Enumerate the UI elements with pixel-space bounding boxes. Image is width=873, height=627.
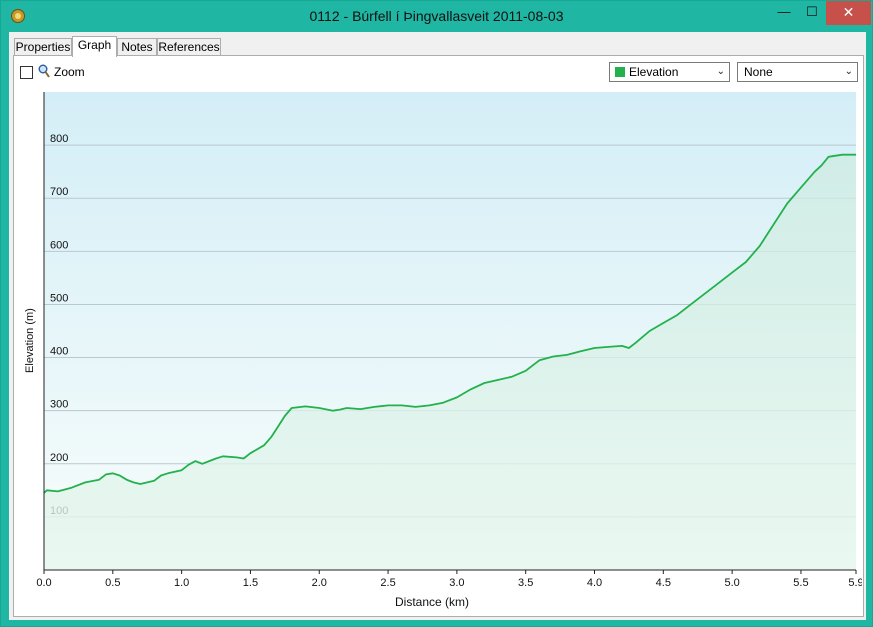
y-tick-label: 500 (50, 292, 68, 304)
x-tick-label: 1.5 (243, 577, 258, 589)
magnifier-icon (38, 64, 50, 78)
y-tick-label: 700 (50, 186, 68, 198)
x-tick-label: 3.0 (449, 577, 464, 589)
x-tick-label: 5.5 (793, 577, 808, 589)
x-tick-label: 5.0 (724, 577, 739, 589)
y-tick-label: 400 (50, 346, 68, 358)
elevation-area (44, 154, 856, 570)
app-logo-icon (11, 9, 25, 23)
client-area: Properties Graph Notes References Zoom E… (9, 32, 866, 620)
primary-series-select[interactable]: Elevation ⌄ (609, 62, 730, 82)
x-tick-label: 1.0 (174, 577, 189, 589)
x-tick-label: 3.5 (518, 577, 533, 589)
y-axis-label: Elevation (m) (24, 308, 36, 373)
series-color-swatch (615, 67, 625, 77)
maximize-button[interactable]: ☐ (806, 4, 818, 19)
zoom-checkbox[interactable] (20, 66, 33, 79)
y-tick-label: 200 (50, 452, 68, 464)
chevron-down-icon: ⌄ (844, 66, 853, 77)
close-button[interactable]: ✕ (826, 1, 871, 25)
y-tick-label: 300 (50, 399, 68, 411)
x-tick-label: 0.5 (105, 577, 120, 589)
zoom-label: Zoom (54, 65, 85, 79)
y-tick-label: 600 (50, 239, 68, 251)
x-tick-label: 2.5 (380, 577, 395, 589)
tab-notes[interactable]: Notes (117, 38, 157, 55)
tab-properties[interactable]: Properties (14, 38, 72, 55)
x-tick-label: 0.0 (36, 577, 51, 589)
x-tick-label: 4.5 (656, 577, 671, 589)
tab-references[interactable]: References (157, 38, 221, 55)
window-title: 0112 - Búrfell í Þingvallasveit 2011-08-… (309, 8, 564, 24)
secondary-series-value: None (744, 65, 773, 79)
graph-panel: Zoom Elevation ⌄ None ⌄ 1002003004005006… (13, 55, 864, 617)
x-tick-label: 4.0 (587, 577, 602, 589)
primary-series-value: Elevation (629, 65, 679, 79)
title-bar[interactable]: 0112 - Búrfell í Þingvallasveit 2011-08-… (1, 1, 872, 32)
minimize-button[interactable]: — (777, 4, 791, 19)
elevation-chart[interactable]: 1002003004005006007008000.00.51.01.52.02… (22, 92, 862, 612)
chevron-down-icon: ⌄ (716, 66, 725, 77)
tab-graph[interactable]: Graph (72, 36, 117, 57)
secondary-series-select[interactable]: None ⌄ (737, 62, 858, 82)
elevation-line (43, 153, 856, 494)
x-axis-label: Distance (km) (395, 595, 469, 609)
x-tick-label: 2.0 (312, 577, 327, 589)
x-tick-label: 5.9 (848, 577, 862, 589)
y-tick-label: 800 (50, 133, 68, 145)
